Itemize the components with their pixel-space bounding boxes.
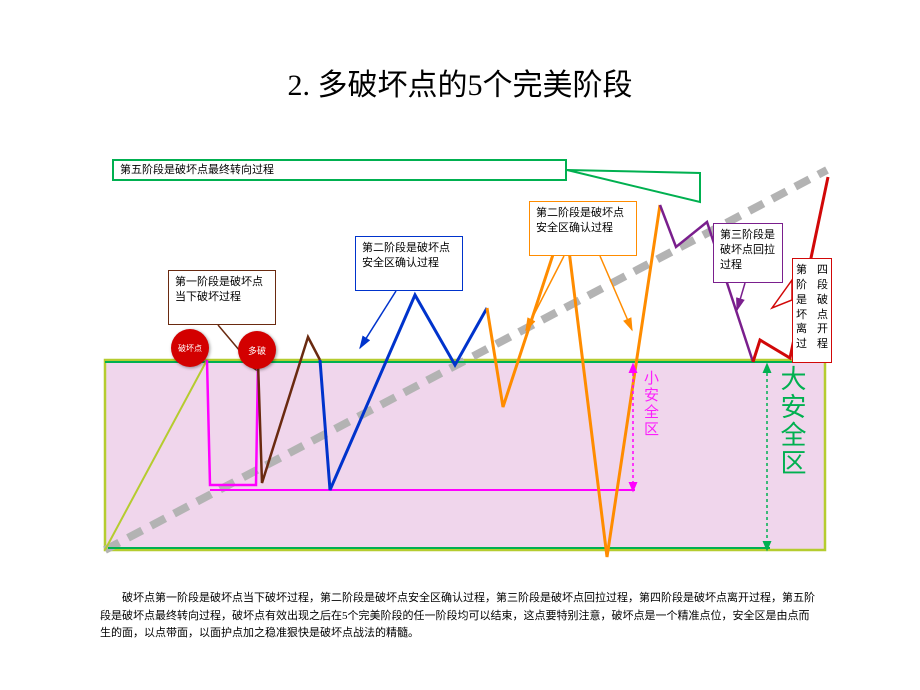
badge-1: 破坏点 (171, 329, 209, 367)
callout-stage1: 第一阶段是破坏点当下破坏过程 (168, 270, 276, 325)
badge-2: 多破 (238, 331, 276, 369)
small-zone-label: 小安全区 (640, 370, 661, 438)
callout-stage3: 第三阶段是破坏点回拉过程 (713, 223, 783, 283)
big-zone-label: 大安全区 (773, 365, 810, 477)
body-text: 破坏点第一阶段是破坏点当下破坏过程，第二阶段是破坏点安全区确认过程，第三阶段是破… (100, 590, 820, 643)
banner-stage5: 第五阶段是破坏点最终转向过程 (112, 159, 567, 181)
callout-stage2a: 第二阶段是破坏点安全区确认过程 (355, 236, 463, 291)
callout-stage2b: 第二阶段是破坏点安全区确认过程 (529, 201, 637, 256)
slide: { "layout": { "width": 920, "height": 69… (0, 0, 920, 690)
callout-stage4: 第四阶段是破坏点离开过程 (792, 258, 832, 363)
chart-svg (0, 0, 920, 690)
